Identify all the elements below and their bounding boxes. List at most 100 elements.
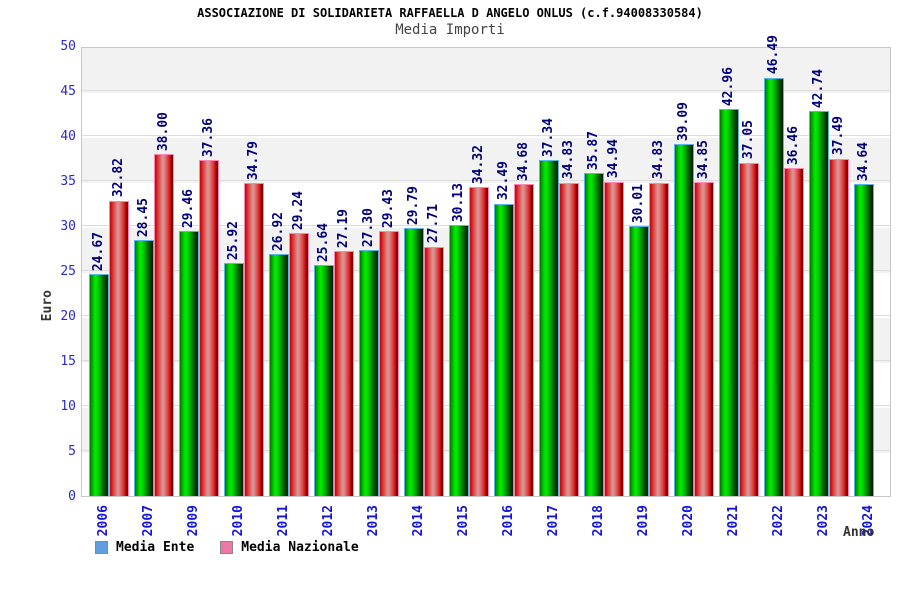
bar-value-label: 26.92 bbox=[271, 211, 286, 251]
bar-red-2014 bbox=[424, 246, 444, 496]
y-axis-title: Euro bbox=[40, 290, 55, 322]
bar-value-label: 38.00 bbox=[156, 111, 171, 151]
bar-value-label: 29.79 bbox=[406, 185, 421, 225]
x-tick-label: 2013 bbox=[365, 505, 381, 537]
gridline bbox=[82, 180, 890, 181]
x-tick-label: 2016 bbox=[500, 505, 516, 537]
y-tick-label: 40 bbox=[60, 129, 76, 144]
bar-green-2019 bbox=[629, 225, 649, 496]
bar-red-2010 bbox=[244, 182, 264, 496]
chart-title: ASSOCIAZIONE DI SOLIDARIETA RAFFAELLA D … bbox=[197, 6, 703, 20]
x-tick-label: 2011 bbox=[275, 505, 291, 537]
bar-red-2007 bbox=[154, 154, 174, 496]
y-tick-label: 30 bbox=[60, 219, 76, 234]
bar-group: 29.79 27.71 bbox=[397, 46, 444, 496]
y-tick-label: 15 bbox=[60, 354, 76, 369]
y-tick-label: 35 bbox=[60, 174, 76, 189]
bar-value-label: 30.01 bbox=[631, 183, 646, 223]
bar-red-2006 bbox=[109, 200, 129, 496]
bar-green-2023 bbox=[809, 111, 829, 496]
bar-value-label: 29.43 bbox=[381, 189, 396, 229]
bar-green-2011 bbox=[269, 253, 289, 496]
bar-red-2023 bbox=[829, 158, 849, 496]
x-tick-label: 2021 bbox=[725, 505, 741, 537]
bar-value-label: 32.82 bbox=[111, 158, 126, 198]
bar-value-label: 34.85 bbox=[696, 140, 711, 180]
bar-group: 37.34 34.83 bbox=[532, 46, 579, 496]
bar-value-label: 34.83 bbox=[561, 140, 576, 180]
bar-red-2020 bbox=[694, 182, 714, 496]
bar-red-2015 bbox=[469, 187, 489, 496]
bar-green-2024 bbox=[854, 184, 874, 496]
bar-value-label: 46.49 bbox=[766, 35, 781, 75]
bar-value-label: 25.64 bbox=[316, 223, 331, 263]
bar-group: 28.45 38.00 bbox=[127, 46, 174, 496]
plot-area: 24.67 32.82 28.45 38.00 29.46 37.36 25.92 34.79… bbox=[81, 35, 892, 497]
bar-value-label: 35.87 bbox=[586, 131, 601, 171]
bar-value-label: 34.68 bbox=[516, 141, 531, 181]
bar-group: 42.74 37.49 bbox=[802, 46, 849, 496]
bar-value-label: 34.79 bbox=[246, 140, 261, 180]
bar-value-label: 36.46 bbox=[786, 125, 801, 165]
legend-label-media-nazionale: Media Nazionale bbox=[241, 540, 359, 555]
bar-group: 42.96 37.05 bbox=[712, 46, 759, 496]
legend-swatch-media-nazionale-icon bbox=[220, 541, 234, 554]
bar-value-label: 27.19 bbox=[336, 209, 351, 249]
x-axis-title: Anno bbox=[843, 525, 875, 540]
bar-group: 30.13 34.32 bbox=[442, 46, 489, 496]
gridline bbox=[82, 135, 890, 136]
bar-red-2012 bbox=[334, 251, 354, 496]
bar-value-label: 34.94 bbox=[606, 139, 621, 179]
bar-group: 25.92 34.79 bbox=[217, 46, 264, 496]
bar-group: 34.64 bbox=[847, 46, 892, 496]
y-tick-label: 0 bbox=[68, 489, 76, 504]
legend-swatch-media-ente-icon bbox=[95, 541, 108, 554]
x-tick-label: 2006 bbox=[95, 505, 111, 537]
bar-value-label: 34.83 bbox=[651, 140, 666, 180]
bar-green-2015 bbox=[449, 224, 469, 496]
x-tick-label: 2023 bbox=[815, 505, 831, 537]
legend-label-media-ente: Media Ente bbox=[116, 540, 195, 555]
bar-green-2022 bbox=[764, 77, 784, 496]
bar-value-label: 37.34 bbox=[541, 117, 556, 157]
bar-value-label: 30.13 bbox=[451, 182, 466, 222]
chart-subtitle: Media Importi bbox=[395, 22, 505, 38]
y-tick-label: 5 bbox=[68, 444, 76, 459]
bar-value-label: 29.24 bbox=[291, 190, 306, 230]
bar-green-2013 bbox=[359, 250, 379, 496]
bar-group: 29.46 37.36 bbox=[172, 46, 219, 496]
bar-value-label: 42.96 bbox=[721, 67, 736, 107]
bar-red-2011 bbox=[289, 232, 309, 496]
x-tick-label: 2019 bbox=[635, 505, 651, 537]
bar-red-2016 bbox=[514, 183, 534, 496]
gridline bbox=[82, 90, 890, 91]
bar-value-label: 34.32 bbox=[471, 144, 486, 185]
bar-value-label: 39.09 bbox=[676, 102, 691, 142]
bar-green-2007 bbox=[134, 239, 154, 496]
x-tick-label: 2018 bbox=[590, 505, 606, 537]
bar-value-label: 24.67 bbox=[91, 231, 106, 271]
bar-green-2014 bbox=[404, 227, 424, 496]
bar-red-2013 bbox=[379, 231, 399, 496]
bar-value-label: 27.30 bbox=[361, 208, 376, 248]
bar-group: 26.92 29.24 bbox=[262, 46, 309, 496]
bar-red-2019 bbox=[649, 182, 669, 496]
bar-value-label: 34.64 bbox=[856, 142, 871, 182]
bar-value-label: 25.92 bbox=[226, 220, 241, 260]
bar-value-label: 37.36 bbox=[201, 117, 216, 157]
x-tick-label: 2015 bbox=[455, 505, 471, 537]
bar-group: 27.30 29.43 bbox=[352, 46, 399, 496]
bar-value-label: 27.71 bbox=[426, 204, 441, 244]
x-tick-label: 2017 bbox=[545, 505, 561, 537]
bar-green-2012 bbox=[314, 265, 334, 496]
bar-red-2022 bbox=[784, 167, 804, 496]
x-tick-label: 2020 bbox=[680, 505, 696, 537]
bar-group: 24.67 32.82 bbox=[82, 46, 129, 496]
bar-value-label: 42.74 bbox=[811, 69, 826, 109]
y-tick-label: 25 bbox=[60, 264, 76, 279]
x-tick-label: 2010 bbox=[230, 505, 246, 537]
y-tick-label: 20 bbox=[60, 309, 76, 324]
bar-red-2018 bbox=[604, 181, 624, 496]
bar-group: 32.49 34.68 bbox=[487, 46, 534, 496]
